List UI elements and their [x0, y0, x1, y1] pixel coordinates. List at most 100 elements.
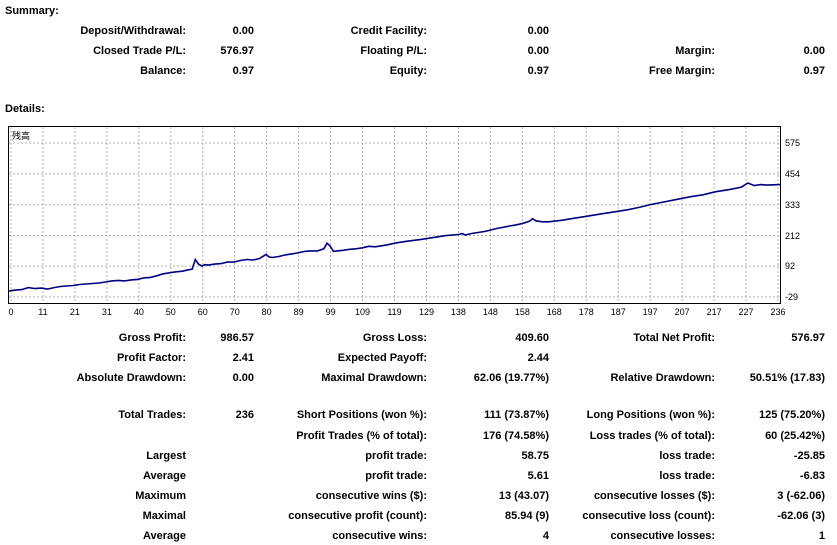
y-tick-label: -29: [785, 292, 799, 302]
abs-drawdown-label: Absolute Drawdown:: [76, 372, 186, 384]
balance-value: 0.97: [232, 65, 254, 77]
margin-value: 0.00: [803, 45, 825, 57]
avg-cons-wins-value: 4: [542, 530, 549, 542]
x-tick-label: 207: [674, 307, 690, 317]
long-positions-label: Long Positions (won %):: [586, 409, 715, 421]
x-tick-label: 158: [514, 307, 530, 317]
abs-drawdown-value: 0.00: [232, 372, 254, 384]
total-trades-label: Total Trades:: [118, 409, 186, 421]
y-tick-label: 454: [785, 168, 801, 179]
x-tick-label: 21: [69, 307, 80, 317]
expected-payoff-label: Expected Payoff:: [337, 352, 427, 364]
gross-profit-value: 986.57: [220, 332, 254, 344]
equity-label: Equity:: [389, 65, 427, 77]
max-drawdown-value: 62.06 (19.77%): [473, 372, 549, 384]
avg-cons-losses-value: 1: [818, 530, 825, 542]
max-cons-wins-value: 13 (43.07): [498, 490, 549, 502]
credit-label: Credit Facility:: [350, 25, 427, 37]
maximal-cons-profit-label: consecutive profit (count):: [288, 510, 427, 522]
x-tick-label: 227: [738, 307, 754, 317]
x-tick-label: 197: [642, 307, 658, 317]
gross-profit-label: Gross Profit:: [118, 332, 186, 344]
summary-title: Summary:: [5, 5, 59, 17]
x-tick-label: 50: [165, 307, 176, 317]
largest-loss-value: -25.85: [793, 450, 825, 462]
short-positions-label: Short Positions (won %):: [296, 409, 427, 421]
margin-label: Margin:: [675, 45, 715, 57]
max-drawdown-label: Maximal Drawdown:: [321, 372, 427, 384]
average2-label: Average: [142, 530, 186, 542]
free-margin-label: Free Margin:: [648, 65, 715, 77]
x-tick-label: 40: [133, 307, 144, 317]
x-tick-label: 11: [38, 307, 48, 317]
deposit-value: 0.00: [232, 25, 254, 37]
total-net-profit-value: 576.97: [791, 332, 825, 344]
x-tick-label: 178: [578, 307, 594, 317]
long-positions-value: 125 (75.20%): [758, 409, 825, 421]
x-tick-label: 31: [101, 307, 112, 317]
details-title: Details:: [5, 103, 45, 115]
deposit-label: Deposit/Withdrawal:: [80, 25, 186, 37]
balance-series-line: [9, 182, 780, 292]
closed-pl-label: Closed Trade P/L:: [93, 45, 186, 57]
max-cons-losses-label: consecutive losses ($):: [593, 490, 715, 502]
x-tick-label: 217: [706, 307, 722, 317]
x-tick-label: 70: [229, 307, 240, 317]
x-tick-label: 148: [482, 307, 498, 317]
y-tick-label: 575: [785, 138, 801, 148]
closed-pl-value: 576.97: [220, 45, 254, 57]
x-tick-label: 80: [261, 307, 272, 317]
y-tick-label: 92: [785, 261, 796, 272]
x-tick-label: 89: [293, 307, 304, 317]
maximal-cons-profit-value: 85.94 (9): [504, 510, 549, 522]
x-tick-label: 99: [325, 307, 336, 317]
x-tick-label: 138: [450, 307, 466, 317]
gross-loss-label: Gross Loss:: [362, 332, 427, 344]
average-loss-value: -6.83: [799, 470, 825, 482]
balance-chart: 残高: [8, 126, 781, 304]
x-tick-label: 119: [387, 307, 402, 317]
y-tick-label: 333: [785, 199, 801, 210]
y-tick-label: 212: [785, 230, 801, 241]
equity-value: 0.97: [527, 65, 549, 77]
chart-corner-label: 残高: [12, 131, 31, 141]
profit-factor-value: 2.41: [232, 352, 254, 364]
profit-trades-value: 176 (74.58%): [482, 430, 549, 442]
balance-label: Balance:: [140, 65, 186, 77]
x-tick-label: 109: [355, 307, 371, 317]
short-positions-value: 111 (73.87%): [484, 409, 549, 421]
floating-pl-label: Floating P/L:: [360, 45, 427, 57]
gross-loss-value: 409.60: [515, 332, 549, 344]
credit-value: 0.00: [527, 25, 549, 37]
maximal-label: Maximal: [142, 510, 186, 522]
largest-profit-label: profit trade:: [365, 450, 427, 462]
x-tick-label: 0: [8, 307, 14, 317]
maximal-cons-loss-value: -62.06 (3): [777, 510, 825, 522]
maximal-cons-loss-label: consecutive loss (count):: [582, 510, 715, 522]
balance-chart-plot: [9, 127, 780, 303]
avg-cons-wins-label: consecutive wins:: [332, 530, 427, 542]
floating-pl-value: 0.00: [527, 45, 549, 57]
maximum-label: Maximum: [135, 490, 186, 502]
expected-payoff-value: 2.44: [527, 352, 549, 364]
average-profit-value: 5.61: [527, 470, 549, 482]
free-margin-value: 0.97: [803, 65, 825, 77]
average-loss-label: loss trade:: [659, 470, 715, 482]
x-tick-label: 129: [418, 307, 434, 317]
rel-drawdown-label: Relative Drawdown:: [610, 372, 715, 384]
max-cons-wins-label: consecutive wins ($):: [315, 490, 427, 502]
max-cons-losses-value: 3 (-62.06): [777, 490, 825, 502]
rel-drawdown-value: 50.51% (17.83): [749, 372, 825, 384]
loss-trades-value: 60 (25.42%): [765, 430, 825, 442]
largest-loss-label: loss trade:: [659, 450, 715, 462]
x-tick-label: 187: [610, 307, 626, 317]
x-tick-label: 168: [546, 307, 562, 317]
total-trades-value: 236: [235, 409, 254, 421]
profit-trades-label: Profit Trades (% of total):: [296, 430, 427, 442]
loss-trades-label: Loss trades (% of total):: [589, 430, 715, 442]
x-tick-label: 60: [197, 307, 208, 317]
average-label: Average: [142, 470, 186, 482]
avg-cons-losses-label: consecutive losses:: [610, 530, 715, 542]
largest-label: Largest: [146, 450, 186, 462]
largest-profit-value: 58.75: [521, 450, 549, 462]
